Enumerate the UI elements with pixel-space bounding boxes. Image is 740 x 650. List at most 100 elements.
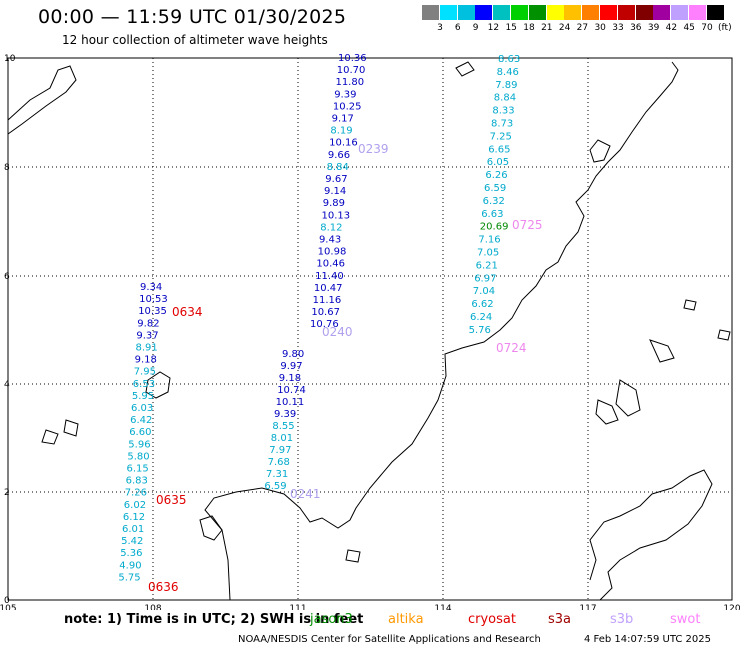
legend-label: 70 [701, 23, 713, 33]
wave-height-value: 10.16 [329, 138, 358, 149]
wave-height-value: 10.25 [333, 101, 362, 112]
wave-height-value: 7.95 [134, 367, 156, 378]
wave-height-value: 8.19 [330, 126, 352, 137]
wave-height-value: 7.04 [473, 286, 495, 297]
wave-height-value: 10.47 [314, 283, 343, 294]
island-mass [717, 329, 731, 341]
island-mass [595, 399, 619, 425]
wave-height-value: 7.26 [125, 488, 147, 499]
legend-label: 12 [487, 23, 500, 33]
wave-height-value: 6.26 [485, 170, 507, 181]
wave-height-value: 9.14 [324, 186, 346, 197]
wave-height-value: 10.76 [310, 319, 339, 330]
legend-label: 21 [541, 23, 553, 33]
wave-height-value: 9.39 [274, 409, 296, 420]
wave-height-value: 8.63 [498, 54, 520, 65]
wave-height-value: 9.34 [140, 282, 162, 293]
island-mass [199, 515, 223, 541]
wave-height-value: 9.82 [137, 318, 159, 329]
island-mass [41, 429, 59, 445]
wave-height-value: 9.18 [279, 373, 301, 384]
legend-label: 24 [558, 23, 571, 33]
wave-height-value: 6.42 [130, 415, 152, 426]
legend-swatch [653, 5, 671, 20]
legend-swatch [582, 5, 600, 20]
wave-height-value: 6.24 [470, 312, 492, 323]
wave-height-value: 5.76 [469, 325, 491, 336]
wave-height-value: 9.66 [328, 150, 350, 161]
wave-height-value: 6.65 [488, 144, 510, 155]
legend-label: 30 [594, 23, 606, 33]
wave-height-value: 5.80 [127, 451, 149, 462]
map-title: 00:00 — 11:59 UTC 01/30/2025 [38, 6, 347, 28]
legend-swatch [422, 5, 439, 20]
lat-tick-label: 8 [4, 163, 10, 173]
wave-height-value: 6.01 [122, 524, 144, 535]
lon-tick-label: 114 [434, 604, 451, 610]
wave-height-value: 7.25 [490, 131, 512, 142]
wave-height-value: 6.83 [126, 476, 148, 487]
wave-height-value: 5.75 [118, 572, 140, 583]
legend-label: 33 [612, 23, 624, 33]
lon-tick-label: 108 [144, 604, 161, 610]
legend-swatch [439, 5, 457, 20]
wave-height-value: 10.13 [321, 210, 350, 221]
wave-height-value: 7.68 [268, 457, 290, 468]
legend-swatch [528, 5, 546, 20]
wave-height-value: 10.70 [337, 65, 366, 76]
satellite-name: swot [670, 612, 701, 627]
wave-height-value: 8.01 [271, 433, 293, 444]
island-mass [589, 139, 611, 163]
wave-height-value: 7.31 [266, 469, 288, 480]
pass-time-labels: 0634 0635 0636 0239 0240 0241 0725 0724 [148, 142, 543, 594]
wave-height-value: 6.03 [131, 403, 153, 414]
wave-height-value: 5.95 [132, 391, 154, 402]
wave-height-value: 6.02 [124, 500, 146, 511]
wave-height-value: 6.21 [476, 260, 498, 271]
lon-tick-label: 105 [0, 604, 17, 610]
satellite-name: altika [388, 612, 424, 627]
wave-height-value: 9.97 [280, 361, 302, 372]
satellite-name: s3b [610, 612, 634, 627]
island-mass [63, 419, 79, 437]
map-subtitle: 12 hour collection of altimeter wave hei… [62, 33, 328, 47]
lat-tick-label: 0 [4, 596, 10, 606]
island-mass [683, 299, 697, 311]
wave-height-value: 6.12 [123, 512, 145, 523]
wave-height-value: 5.96 [128, 439, 150, 450]
wave-height-value: 8.73 [491, 119, 513, 130]
lon-tick-label: 111 [289, 604, 306, 610]
wave-height-value: 10.36 [338, 53, 367, 64]
wave-height-value: 5.36 [120, 548, 142, 559]
legend-swatch [511, 5, 528, 20]
wave-height-value: 9.17 [332, 114, 354, 125]
wave-height-value: 10.11 [276, 397, 305, 408]
island-mass [145, 371, 171, 399]
lat-tick-label: 6 [4, 272, 10, 282]
wave-height-value: 8.84 [327, 162, 349, 173]
legend-swatch [706, 5, 724, 20]
legend-label: 18 [523, 23, 535, 33]
pass-time-label: 0635 [156, 493, 187, 507]
wave-height-value: 20.69 [480, 222, 509, 233]
wave-height-value: 8.12 [320, 222, 342, 233]
wave-height-value: 11.80 [335, 77, 364, 88]
pass-time-label: 0239 [358, 142, 389, 156]
lat-tick-label: 10 [4, 54, 16, 64]
island-mass [345, 549, 361, 563]
wave-height-value: 8.33 [492, 106, 514, 117]
wave-height-value: 6.32 [483, 196, 505, 207]
wave-height-value: 9.80 [282, 349, 304, 360]
wave-height-value: 9.67 [325, 174, 347, 185]
borneo-coastline [204, 61, 679, 601]
axis-labels: 105 108 111 114 117 120 0 2 4 6 8 10 [0, 54, 740, 610]
wave-height-value: 7.89 [495, 80, 517, 91]
satellite-name: s3a [548, 612, 572, 627]
legend-swatch [671, 5, 689, 20]
island-mass [649, 339, 675, 363]
footer-credit: NOAA/NESDIS Center for Satellite Applica… [238, 634, 541, 645]
wave-height-value: 6.59 [484, 183, 506, 194]
island-mass [455, 61, 475, 77]
kalimantan-coastline [589, 469, 713, 601]
wave-height-value: 10.67 [311, 307, 340, 318]
